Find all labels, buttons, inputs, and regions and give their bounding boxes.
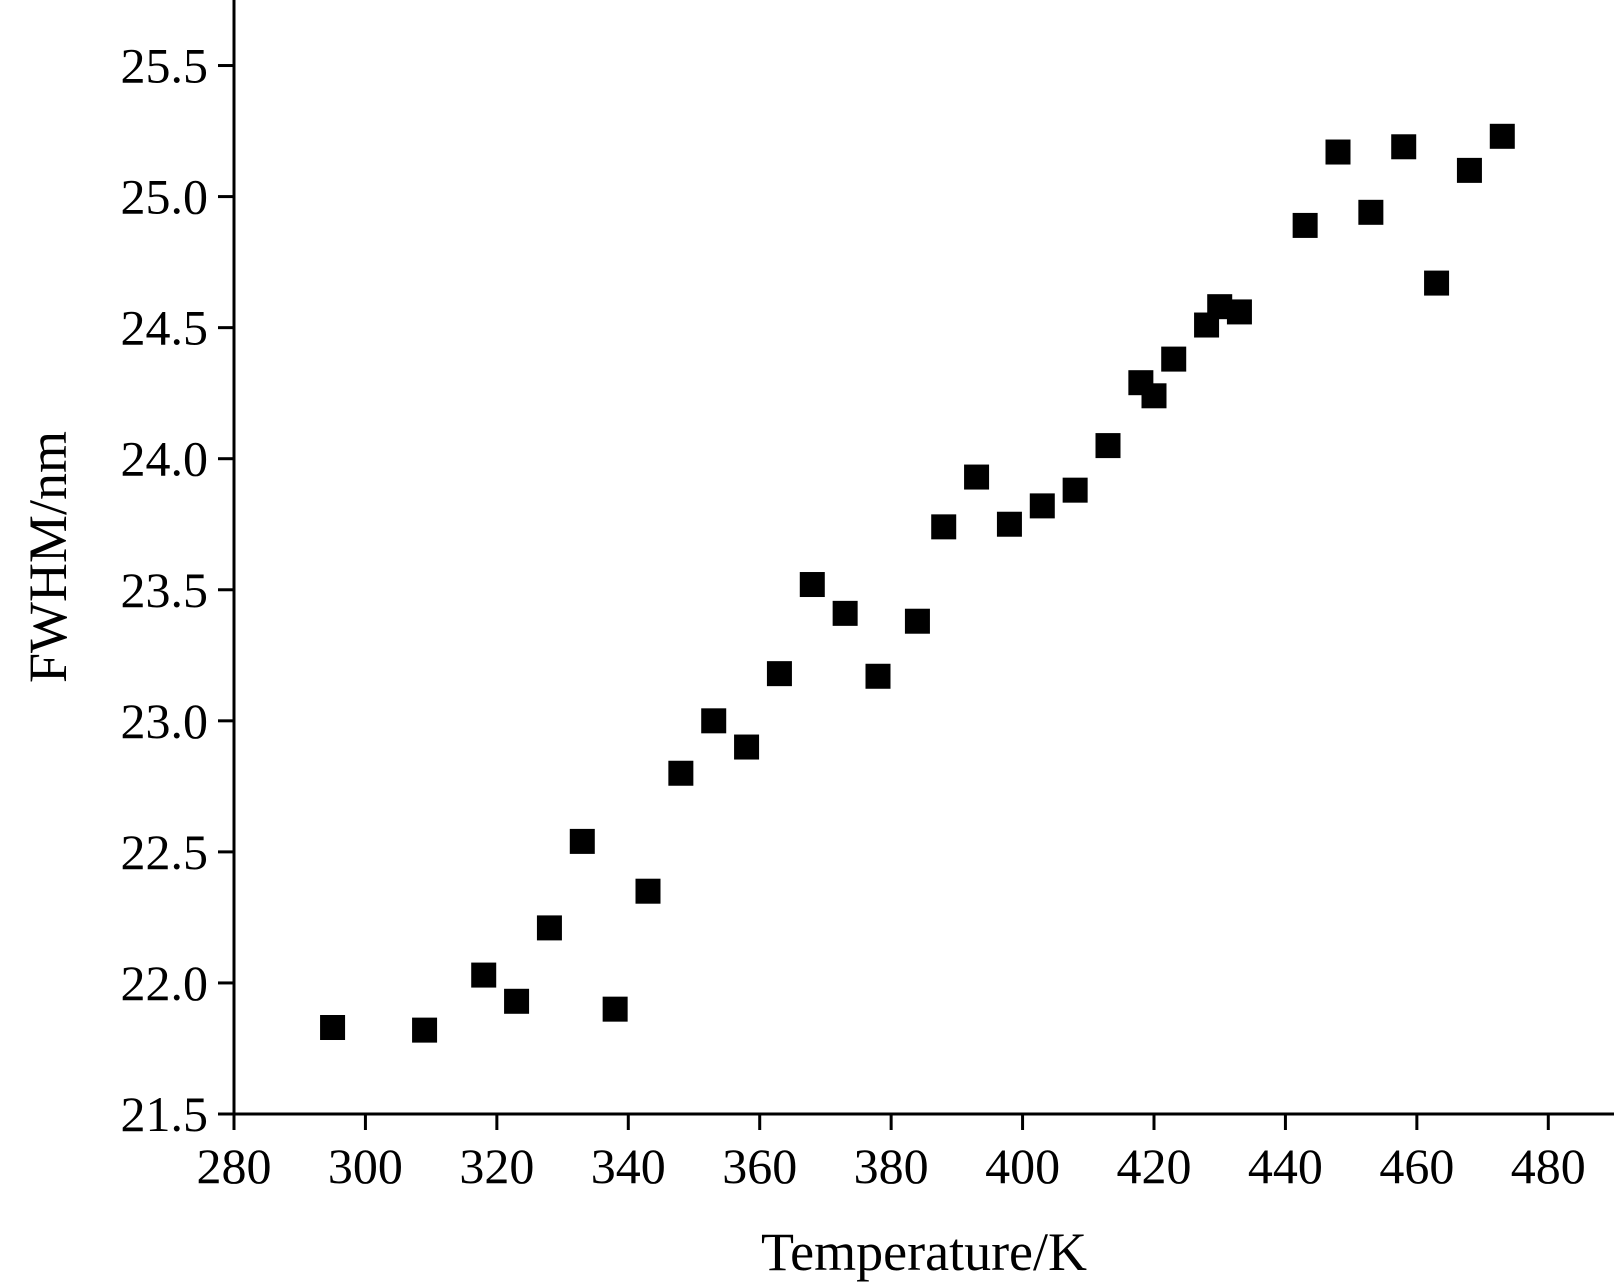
data-point [602,996,628,1022]
data-point [1391,134,1417,160]
x-axis-title: Temperature/K [761,1222,1087,1282]
y-tick-label: 22.0 [121,955,209,1011]
x-tick-label: 420 [1117,1138,1192,1194]
data-point [1424,270,1450,296]
x-tick-label: 440 [1248,1138,1323,1194]
x-ticks: 280 300 320 340 360 380 400 420 440 460 480 [197,1114,1586,1194]
y-tick-label: 24.5 [121,300,209,356]
data-point [471,962,497,988]
data-point [1358,199,1384,225]
x-tick-label: 400 [985,1138,1060,1194]
data-point [1062,477,1088,503]
data-point [536,915,562,941]
x-tick-label: 380 [854,1138,929,1194]
x-tick-label: 460 [1379,1138,1454,1194]
y-tick-label: 22.5 [121,824,209,880]
data-point [1029,493,1055,519]
data-point [832,600,858,626]
data-point [1325,139,1351,165]
data-point [734,734,760,760]
data-point [766,661,792,687]
data-point [1292,212,1318,238]
x-tick-label: 340 [591,1138,666,1194]
data-point [320,1015,346,1041]
data-point [964,464,990,490]
plot-area: 21.5 22.0 22.5 23.0 23.5 24.0 24.5 25.0 25.5 280… [121,0,1614,1194]
y-tick-label: 23.5 [121,562,209,618]
data-point [1141,383,1167,409]
data-point [668,760,694,786]
data-point [799,572,825,598]
y-tick-label: 21.5 [121,1086,209,1142]
x-tick-label: 300 [328,1138,403,1194]
data-point [1456,157,1482,183]
data-point [1489,123,1515,149]
y-tick-label: 25.0 [121,169,209,225]
data-point [1161,346,1187,372]
y-axis-title: FWHM/nm [18,431,78,683]
data-point [1095,433,1121,459]
data-point [904,608,930,634]
data-points [320,123,1515,1043]
x-tick-label: 480 [1511,1138,1586,1194]
x-tick-label: 320 [459,1138,534,1194]
x-tick-label: 360 [722,1138,797,1194]
data-point [865,663,891,689]
x-tick-label: 280 [197,1138,272,1194]
data-point [504,988,530,1014]
data-point [569,828,595,854]
data-point [1226,299,1252,325]
y-tick-label: 24.0 [121,431,209,487]
data-point [931,514,957,540]
data-point [412,1017,438,1043]
y-ticks: 21.5 22.0 22.5 23.0 23.5 24.0 24.5 25.0 25.5 [121,38,234,1142]
data-point [635,878,661,904]
data-point [701,708,727,734]
data-point [996,511,1022,537]
y-tick-label: 23.0 [121,693,209,749]
y-tick-label: 25.5 [121,38,209,94]
